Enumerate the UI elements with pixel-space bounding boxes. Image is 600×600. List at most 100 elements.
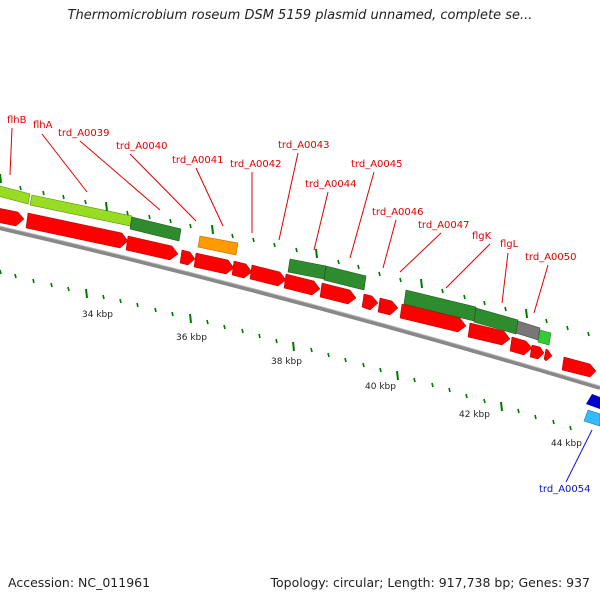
tick-mark <box>84 199 87 205</box>
tick-mark <box>14 273 17 279</box>
gene-label[interactable]: trd_A0050 <box>525 252 577 263</box>
leader-line <box>501 252 509 304</box>
tick-mark <box>275 338 278 344</box>
cds-arrow[interactable] <box>179 249 196 266</box>
leader-line <box>79 140 161 211</box>
tick-mark <box>0 173 2 184</box>
gene-labels: flhB flhA trd_A0039 trd_A0040 trd_A0041 trd_A… <box>7 115 591 495</box>
tick-mark <box>465 393 468 399</box>
tick-mark <box>362 362 365 368</box>
leader-line <box>195 167 224 227</box>
cds-arrow[interactable] <box>125 235 179 261</box>
tick-mark <box>483 398 486 404</box>
cds-arrow[interactable] <box>25 212 129 249</box>
tick-mark <box>32 278 35 284</box>
tick-mark <box>483 300 486 306</box>
cds-arrow[interactable] <box>231 260 253 279</box>
cds-arrow[interactable] <box>467 322 511 346</box>
cds-arrow[interactable] <box>399 303 467 333</box>
cds-arrow[interactable] <box>509 336 533 356</box>
gene-trd_A0050[interactable] <box>537 329 552 346</box>
gene-label[interactable]: trd_A0043 <box>278 140 330 151</box>
tick-mark <box>587 331 590 337</box>
genome-backbone-highlight <box>0 225 600 387</box>
tick-mark <box>310 347 313 353</box>
gene-trd_A0045[interactable] <box>323 265 367 291</box>
tick-mark <box>126 210 129 216</box>
map-title: Thermomicrobium roseum DSM 5159 plasmid … <box>67 8 533 23</box>
tick-mark <box>148 214 151 220</box>
cds-track <box>0 208 597 378</box>
tick-mark <box>566 325 569 331</box>
tick-mark <box>273 242 276 248</box>
gene-label[interactable]: trd_A0045 <box>351 159 403 170</box>
tick-mark <box>85 288 88 299</box>
gene-label[interactable]: trd_A0047 <box>418 220 470 231</box>
tick-mark <box>441 288 444 294</box>
gene-label[interactable]: flhB <box>7 115 27 126</box>
leader-line <box>382 219 397 269</box>
tick-mark <box>189 223 192 229</box>
gene-trd_A0040[interactable] <box>129 216 182 242</box>
cds-arrow[interactable] <box>249 264 287 287</box>
leader-line <box>349 171 375 259</box>
tick-mark <box>136 302 139 308</box>
cds-arrow[interactable] <box>0 208 25 227</box>
gene-label[interactable]: trd_A0042 <box>230 159 282 170</box>
tick-mark <box>292 341 295 352</box>
gene-label[interactable]: trd_A0040 <box>116 141 168 152</box>
gene-label[interactable]: flgL <box>500 239 519 250</box>
tick-mark <box>295 247 298 253</box>
ruler-labels: 34 kbp 36 kbp 38 kbp 40 kbp 42 kbp 44 kbp <box>82 310 582 449</box>
leader-line <box>399 232 442 273</box>
tick-mark <box>169 218 172 224</box>
tick-mark <box>552 419 555 425</box>
tick-mark <box>327 352 330 358</box>
cds-arrow[interactable] <box>561 356 597 378</box>
cds-arrow[interactable] <box>529 344 545 360</box>
gene-track-lower <box>583 394 600 427</box>
tick-mark <box>525 308 528 319</box>
tick-mark <box>0 269 2 275</box>
gene-label[interactable]: trd_A0046 <box>372 207 424 218</box>
tick-mark <box>357 264 360 270</box>
gene-flgK-b[interactable] <box>473 307 519 335</box>
tick-mark <box>517 408 520 414</box>
gene-label[interactable]: flhA <box>33 120 53 131</box>
tick-marks <box>0 173 590 431</box>
cds-arrow[interactable] <box>319 282 357 305</box>
cds-arrow[interactable] <box>193 252 235 275</box>
accession-text: Accession: NC_011961 <box>8 575 151 590</box>
tick-mark <box>231 233 234 239</box>
gene-flhA[interactable] <box>29 194 133 227</box>
cds-arrow[interactable] <box>361 293 379 311</box>
tick-mark <box>337 259 340 265</box>
gene-trd_A0054[interactable] <box>583 409 600 427</box>
gene-label[interactable]: trd_A0044 <box>305 179 357 190</box>
cds-arrow[interactable] <box>283 273 321 296</box>
gene-flgL[interactable] <box>515 320 541 341</box>
tick-mark <box>211 224 214 235</box>
ruler-label: 42 kbp <box>459 410 490 420</box>
tick-mark <box>315 248 318 259</box>
leader-line <box>278 152 299 241</box>
tick-mark <box>420 278 423 289</box>
gene-label[interactable]: trd_A0041 <box>172 155 224 166</box>
tick-mark <box>413 377 416 383</box>
tick-mark <box>399 277 402 283</box>
gene-label[interactable]: trd_A0054 <box>539 484 591 495</box>
gene-flhB[interactable] <box>0 185 31 205</box>
gene-trd_A0041[interactable] <box>197 235 239 256</box>
cds-arrow[interactable] <box>543 348 553 362</box>
tick-mark <box>534 414 537 420</box>
ruler-label: 36 kbp <box>176 333 207 343</box>
tick-mark <box>62 194 65 200</box>
tick-mark <box>378 271 381 277</box>
gene-blue[interactable] <box>586 394 600 409</box>
leader-line <box>565 429 593 483</box>
leader-line <box>533 264 549 314</box>
cds-arrow[interactable] <box>377 297 399 316</box>
gene-label[interactable]: flgK <box>472 231 492 242</box>
gene-label[interactable]: trd_A0039 <box>58 128 110 139</box>
